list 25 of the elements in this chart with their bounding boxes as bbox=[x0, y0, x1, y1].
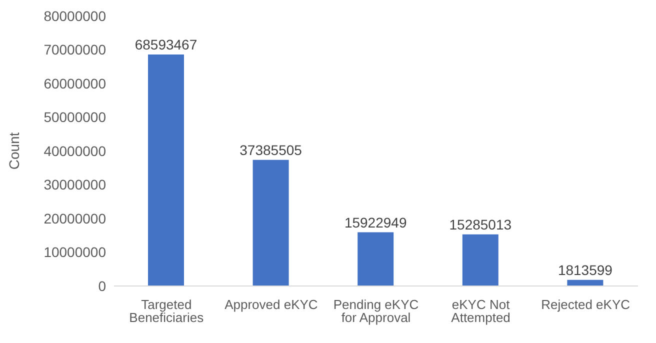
y-tick-label: 30000000 bbox=[44, 176, 106, 193]
data-label: 68593467 bbox=[134, 36, 198, 52]
data-label: 15285013 bbox=[449, 216, 512, 232]
y-tick-label: 20000000 bbox=[44, 210, 106, 226]
y-tick-label: 60000000 bbox=[44, 75, 106, 92]
data-label: 37385505 bbox=[240, 142, 302, 158]
bar bbox=[567, 280, 604, 286]
x-tick-label: eKYC Not Attempted bbox=[451, 297, 510, 326]
x-tick-label: Approved eKYC bbox=[224, 297, 318, 312]
data-label: 1813599 bbox=[558, 262, 613, 278]
bar bbox=[462, 234, 498, 286]
x-tick-label: Rejected eKYC bbox=[541, 297, 630, 312]
bar bbox=[358, 232, 394, 286]
x-tick-label: Targeted Beneficiaries bbox=[129, 297, 204, 326]
y-tick-label: 40000000 bbox=[44, 142, 106, 159]
y-tick-label: 80000000 bbox=[44, 8, 106, 24]
x-tick-label: Pending eKYC for Approval bbox=[333, 297, 419, 326]
bar bbox=[148, 54, 184, 286]
data-label: 15922949 bbox=[344, 214, 407, 230]
y-tick-label: 0 bbox=[98, 278, 106, 294]
y-tick-label: 70000000 bbox=[44, 42, 106, 58]
y-tick-label: 10000000 bbox=[44, 244, 106, 260]
y-axis-title: Count bbox=[6, 132, 22, 170]
y-tick-label: 50000000 bbox=[44, 109, 106, 126]
bar bbox=[252, 160, 289, 286]
